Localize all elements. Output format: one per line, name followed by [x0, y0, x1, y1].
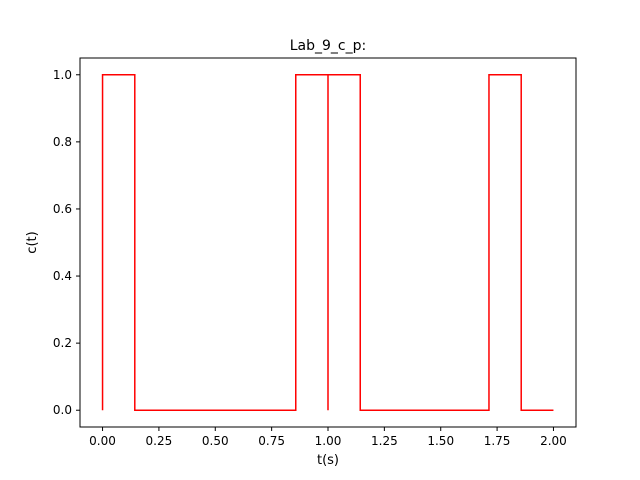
y-tick-label: 0.6 — [53, 202, 72, 216]
chart-title: Lab_9_c_p: — [290, 38, 366, 54]
y-tick-label: 1.0 — [53, 68, 72, 82]
y-tick-label: 0.4 — [53, 269, 72, 283]
x-tick-label: 0.00 — [89, 434, 116, 448]
x-tick-label: 0.25 — [146, 434, 173, 448]
series-line-0 — [101, 74, 554, 411]
x-tick-label: 2.00 — [540, 434, 567, 448]
y-tick-label: 0.8 — [53, 135, 72, 149]
plot-area — [101, 74, 554, 411]
y-axis: 0.0 0.2 0.4 0.6 0.8 1.0 — [53, 68, 80, 417]
x-tick-label: 1.75 — [484, 434, 511, 448]
x-tick-label: 0.50 — [202, 434, 229, 448]
y-tick-label: 0.0 — [53, 403, 72, 417]
y-tick-label: 0.2 — [53, 336, 72, 350]
x-tick-label: 1.00 — [315, 434, 342, 448]
y-axis-label: c(t) — [25, 231, 40, 253]
x-tick-label: 1.25 — [371, 434, 398, 448]
x-axis: 0.00 0.25 0.50 0.75 1.00 1.25 1.50 1.75 2.00 — [89, 427, 567, 448]
x-tick-label: 1.50 — [427, 434, 454, 448]
x-axis-label: t(s) — [317, 453, 339, 468]
x-tick-label: 0.75 — [258, 434, 285, 448]
